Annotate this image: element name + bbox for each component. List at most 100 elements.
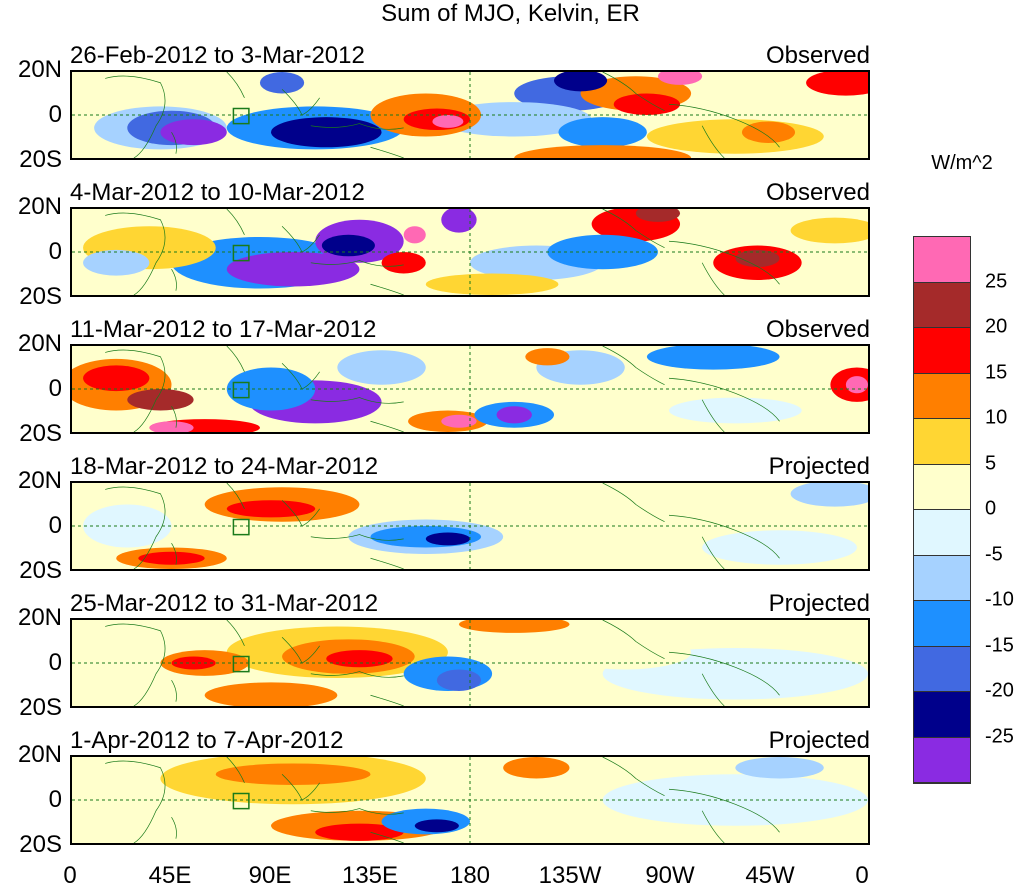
- colorbar-swatch: [914, 464, 970, 510]
- y-tick-label: 20N: [17, 56, 62, 83]
- anomaly-region: [259, 72, 305, 94]
- anomaly-region: [403, 226, 426, 244]
- anomaly-region: [337, 350, 426, 385]
- x-tick-label: 135E: [341, 862, 399, 889]
- colorbar-swatch: [914, 419, 970, 465]
- panel-period-label: 26-Feb-2012 to 3-Mar-2012: [70, 42, 365, 69]
- y-tick-label: 20S: [19, 420, 62, 447]
- coastline: [371, 695, 404, 706]
- chart-title: Sum of MJO, Kelvin, ER: [381, 0, 640, 27]
- coastline: [311, 809, 404, 815]
- anomaly-region: [441, 209, 477, 233]
- anomaly-region: [602, 774, 868, 826]
- map-panel-5: 25-Mar-2012 to 31-Mar-2012 Projected 20N…: [18, 590, 870, 721]
- coastline: [603, 757, 665, 796]
- colorbar-label: 10: [985, 406, 1008, 429]
- coastline: [227, 483, 245, 509]
- coastline: [603, 483, 665, 522]
- index-region-box: [233, 520, 248, 535]
- colorbar-label: 5: [985, 452, 997, 474]
- colorbar-units: W/m^2: [931, 152, 993, 174]
- y-tick-label: 20S: [19, 831, 62, 858]
- coastline: [603, 620, 665, 659]
- x-tick-label: 90W: [645, 862, 695, 889]
- coastline: [702, 537, 724, 569]
- coastline: [172, 543, 177, 565]
- index-region-box: [233, 383, 248, 398]
- coastline: [603, 346, 665, 385]
- coastline: [669, 515, 780, 558]
- index-region-box: [233, 794, 248, 809]
- coastline: [227, 620, 245, 646]
- colorbar-swatch: [914, 237, 970, 283]
- colorbar-label: -10: [985, 588, 1014, 611]
- coastline: [702, 263, 724, 295]
- anomaly-region: [646, 119, 824, 154]
- y-tick-label: 0: [48, 649, 62, 676]
- anomaly-region: [215, 763, 371, 785]
- anomaly-field: [72, 483, 868, 569]
- x-tick-label: 0: [855, 862, 869, 889]
- anomaly-region: [790, 483, 868, 507]
- anomaly-region: [271, 117, 382, 148]
- anomaly-region: [315, 823, 404, 841]
- coastline: [669, 789, 780, 832]
- anomaly-region: [83, 249, 150, 276]
- anomaly-region: [554, 72, 608, 92]
- anomaly-region: [381, 252, 426, 274]
- anomaly-field: [72, 346, 868, 432]
- anomaly-region: [657, 72, 703, 85]
- colorbar-swatch: [914, 601, 970, 647]
- panel-period-label: 4-Mar-2012 to 10-Mar-2012: [70, 179, 365, 206]
- y-tick-label: 20N: [17, 741, 62, 768]
- index-region-box: [233, 246, 248, 261]
- y-tick-label: 20S: [19, 557, 62, 584]
- y-tick-label: 0: [48, 512, 62, 539]
- coastline: [105, 350, 165, 432]
- map-panel-2: 4-Mar-2012 to 10-Mar-2012 Observed 20N 0…: [18, 179, 870, 310]
- colorbar-label: -25: [985, 725, 1014, 747]
- panel-period-label: 18-Mar-2012 to 24-Mar-2012: [70, 453, 379, 480]
- y-tick-label: 20N: [17, 330, 62, 357]
- y-tick-label: 0: [48, 375, 62, 402]
- coastline: [669, 104, 780, 147]
- panel-status-label: Projected: [768, 590, 870, 617]
- panel-status-label: Projected: [768, 453, 870, 480]
- x-tick-label: 45W: [745, 862, 795, 889]
- anomaly-map-5: [70, 618, 870, 708]
- anomaly-field: [72, 209, 868, 295]
- y-tick-label: 0: [48, 786, 62, 813]
- coastline: [105, 76, 165, 158]
- coastline: [227, 72, 245, 98]
- anomaly-region: [160, 119, 227, 146]
- coastline: [311, 261, 404, 267]
- anomaly-region: [735, 757, 824, 779]
- colorbar-swatch: [914, 373, 970, 419]
- coastline: [311, 672, 404, 678]
- colorbar-label: 25: [985, 270, 1008, 292]
- y-tick-label: 20N: [17, 467, 62, 494]
- colorbar-swatch: [914, 692, 970, 738]
- coastline: [702, 811, 724, 843]
- anomaly-region: [514, 145, 692, 158]
- anomaly-field: [72, 757, 868, 843]
- anomaly-region: [436, 669, 482, 691]
- coastline: [227, 757, 245, 783]
- anomaly-region: [321, 234, 375, 257]
- coastline: [702, 674, 724, 706]
- colorbar-swatch: [914, 328, 970, 374]
- coastline: [172, 680, 177, 702]
- anomaly-region: [790, 217, 868, 244]
- anomaly-map-1: [70, 70, 870, 160]
- anomaly-field: [72, 620, 868, 706]
- colorbar-swatch: [914, 646, 970, 692]
- colorbar-swatch: [914, 555, 970, 601]
- y-tick-label: 0: [48, 238, 62, 265]
- coastline: [105, 761, 165, 843]
- anomaly-map-2: [70, 207, 870, 297]
- anomaly-region: [138, 551, 205, 565]
- colorbar-swatch: [914, 282, 970, 328]
- anomaly-region: [149, 421, 194, 432]
- coastline: [669, 241, 780, 284]
- map-panel-3: 11-Mar-2012 to 17-Mar-2012 Observed 20N …: [18, 316, 870, 447]
